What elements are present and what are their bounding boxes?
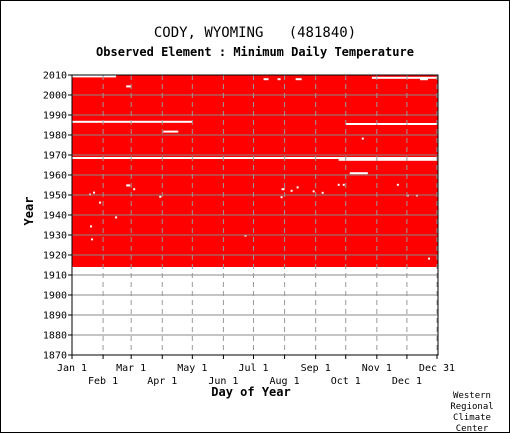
missing-data-point xyxy=(361,137,364,140)
x-axis-label: Day of Year xyxy=(211,385,291,399)
missing-data-segment xyxy=(349,172,368,175)
observed-data-block xyxy=(72,75,438,267)
x-tick-label: Jul 1 xyxy=(238,363,268,374)
missing-data-point xyxy=(342,183,345,186)
y-tick-label: 1950 xyxy=(43,191,67,202)
missing-data-point xyxy=(427,257,430,260)
y-tick-label: 1910 xyxy=(43,271,67,282)
missing-data-point xyxy=(126,184,129,187)
missing-data-segment xyxy=(345,123,438,125)
missing-data-point xyxy=(115,216,118,219)
missing-data-point xyxy=(396,183,399,186)
y-tick-label: 1960 xyxy=(43,171,67,182)
y-tick-label: 1890 xyxy=(43,311,67,322)
missing-data-point xyxy=(281,188,284,191)
missing-data-point xyxy=(133,188,136,191)
x-tick-label: Dec 1 xyxy=(392,376,422,387)
x-tick-label: Feb 1 xyxy=(88,376,118,387)
y-tick-label: 2000 xyxy=(43,91,67,102)
y-tick-label: 1930 xyxy=(43,231,67,242)
y-tick-label: 1920 xyxy=(43,251,67,262)
credit-text: Western Regional Climate Center xyxy=(447,391,497,435)
missing-data-point xyxy=(91,238,94,241)
missing-data-point xyxy=(93,191,96,194)
x-tick-label: Mar 1 xyxy=(116,363,146,374)
credit-line: Center xyxy=(455,424,489,434)
missing-data-point xyxy=(90,225,93,228)
plot-border xyxy=(71,74,439,356)
y-tick-label: 1980 xyxy=(43,131,67,142)
missing-data-point xyxy=(127,184,130,187)
missing-data-point xyxy=(296,186,299,189)
missing-data-segment xyxy=(263,78,269,81)
missing-data-segment xyxy=(419,78,428,81)
missing-data-segment xyxy=(338,158,438,161)
missing-data-point xyxy=(290,189,293,192)
x-tick-label: Jan 1 xyxy=(57,363,87,374)
x-tick-label: Aug 1 xyxy=(270,376,300,387)
missing-data-segment xyxy=(126,85,132,88)
x-tick-label: Dec 31 xyxy=(419,363,455,374)
y-tick-label: 1880 xyxy=(43,331,67,342)
missing-data-point xyxy=(128,184,131,187)
missing-data-segment xyxy=(72,157,438,159)
missing-data-segment xyxy=(371,76,438,79)
y-tick-label: 1970 xyxy=(43,151,67,162)
missing-data-segment xyxy=(295,78,302,81)
missing-data-point xyxy=(99,201,102,204)
missing-data-segment xyxy=(72,120,193,123)
missing-data-point xyxy=(337,183,340,186)
x-tick-label: Jun 1 xyxy=(208,376,238,387)
missing-data-point xyxy=(321,191,324,194)
missing-data-point xyxy=(282,188,285,191)
missing-data-segment xyxy=(72,75,117,78)
y-tick-label: 1940 xyxy=(43,211,67,222)
x-tick-label: May 1 xyxy=(177,363,207,374)
missing-data-segment xyxy=(163,130,179,133)
y-tick-label: 1870 xyxy=(43,351,67,362)
missing-data-point xyxy=(244,234,247,237)
chart-title: CODY, WYOMING (481840) xyxy=(153,25,357,41)
x-tick-label: Oct 1 xyxy=(331,376,361,387)
missing-data-point xyxy=(280,196,283,199)
y-tick-label: 2010 xyxy=(43,71,67,82)
credit-line: Western xyxy=(453,391,491,401)
missing-data-point xyxy=(312,190,315,193)
credit-line: Regional xyxy=(450,402,494,412)
x-tick-label: Apr 1 xyxy=(147,376,177,387)
credit-line: Climate xyxy=(453,413,491,423)
x-tick-label: Sep 1 xyxy=(301,363,331,374)
missing-data-point xyxy=(159,195,162,198)
missing-data-segment xyxy=(277,78,281,81)
x-tick-label: Nov 1 xyxy=(362,363,392,374)
y-tick-label: 1900 xyxy=(43,291,67,302)
chart-subtitle: Observed Element : Minimum Daily Tempera… xyxy=(96,45,414,59)
y-tick-label: 1990 xyxy=(43,111,67,122)
